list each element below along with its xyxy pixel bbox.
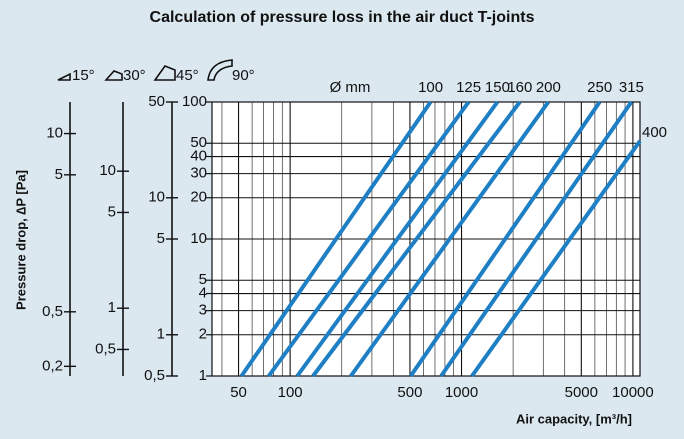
series-label: 315	[619, 79, 644, 96]
y-tick-label: 5	[199, 271, 207, 288]
icon-90	[207, 59, 233, 81]
side-tick-label: 5	[55, 166, 63, 183]
duct-line	[267, 100, 471, 378]
side-tick-label: 10	[148, 189, 165, 206]
angle-label: 15°	[72, 67, 95, 84]
y-tick-label: 50	[190, 134, 207, 151]
x-tick-label: 100	[278, 384, 303, 401]
series-label: 125	[456, 79, 481, 96]
duct-line	[349, 100, 550, 378]
icon-30	[104, 70, 123, 81]
size-label: Ø mm	[330, 79, 371, 96]
y-tick-label: 30	[190, 165, 207, 182]
duct-line	[295, 100, 500, 378]
side-tick-label: 0,5	[144, 367, 165, 384]
x-axis-label: Air capacity, [m³/h]	[516, 411, 632, 426]
duct-line	[409, 100, 602, 378]
x-tick-label: 50	[230, 384, 247, 401]
angle-icons	[57, 59, 233, 81]
x-tick-label: 500	[397, 384, 422, 401]
y-tick-label: 100	[182, 93, 207, 110]
series-label: 250	[587, 79, 612, 96]
y-tick-label: 2	[199, 326, 207, 343]
series-label: 100	[418, 79, 443, 96]
series-label: 150	[485, 79, 510, 96]
duct-line	[311, 100, 522, 378]
x-tick-label: 1000	[445, 384, 478, 401]
angle-label: 45°	[176, 67, 199, 84]
y-tick-label: 20	[190, 189, 207, 206]
x-tick-label: 5000	[565, 384, 598, 401]
y-tick-label: 10	[190, 230, 207, 247]
y-tick-label: 40	[190, 147, 207, 164]
y-axis-label: Pressure drop, ∆P [Pa]	[13, 170, 28, 310]
side-tick-label: 0,5	[42, 303, 63, 320]
series-label: 160	[507, 79, 532, 96]
side-tick-label: 0,5	[95, 340, 116, 357]
x-tick-label: 10000	[612, 384, 654, 401]
side-tick-label: 5	[108, 203, 116, 220]
duct-line	[470, 139, 642, 378]
side-tick-label: 50	[148, 93, 165, 110]
angle-label: 90°	[232, 67, 255, 84]
side-tick-label: 1	[157, 326, 165, 343]
duct-line	[239, 100, 433, 378]
side-tick-label: 10	[46, 125, 63, 142]
icon-45	[153, 65, 176, 81]
duct-line	[439, 100, 634, 378]
y-tick-label: 1	[199, 367, 207, 384]
series-label: 400	[642, 124, 667, 141]
y-tick-label: 3	[199, 302, 207, 319]
side-tick-label: 0,2	[42, 357, 63, 374]
icon-15	[57, 72, 71, 81]
side-tick-label: 1	[108, 299, 116, 316]
y-tick-label: 4	[199, 284, 207, 301]
side-tick-label: 5	[157, 230, 165, 247]
series-label: 200	[536, 79, 561, 96]
side-tick-label: 10	[99, 162, 116, 179]
chart-title: Calculation of pressure loss in the air …	[150, 9, 535, 26]
angle-label: 30°	[123, 67, 146, 84]
